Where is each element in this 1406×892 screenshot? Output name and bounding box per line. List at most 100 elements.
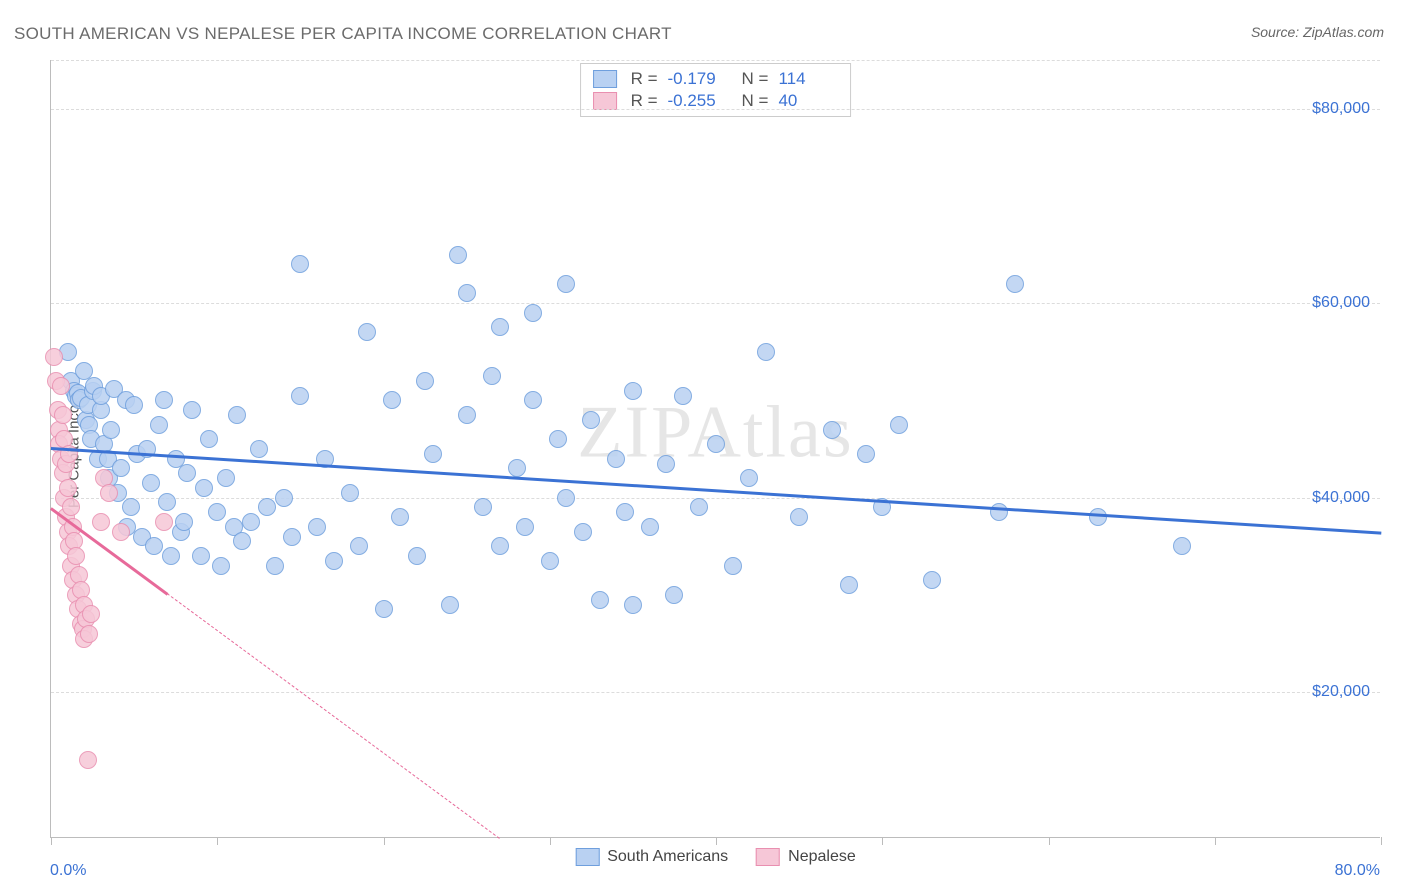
scatter-marker [508, 459, 526, 477]
scatter-marker [557, 275, 575, 293]
x-axis-min-label: 0.0% [50, 862, 86, 880]
scatter-marker [491, 537, 509, 555]
scatter-marker [890, 416, 908, 434]
scatter-marker [383, 391, 401, 409]
scatter-marker [200, 430, 218, 448]
scatter-marker [62, 498, 80, 516]
scatter-marker [82, 605, 100, 623]
scatter-marker [158, 493, 176, 511]
y-tick-label: $20,000 [1312, 683, 1370, 701]
scatter-marker [266, 557, 284, 575]
scatter-marker [112, 459, 130, 477]
scatter-marker [283, 528, 301, 546]
scatter-marker [375, 600, 393, 618]
scatter-marker [840, 576, 858, 594]
scatter-marker [178, 464, 196, 482]
scatter-marker [59, 479, 77, 497]
scatter-marker [325, 552, 343, 570]
scatter-marker [458, 406, 476, 424]
scatter-marker [549, 430, 567, 448]
r-value-series1: -0.179 [668, 69, 728, 89]
scatter-marker [1173, 537, 1191, 555]
scatter-marker [582, 411, 600, 429]
legend-label-series1: South Americans [607, 848, 728, 866]
scatter-marker [574, 523, 592, 541]
scatter-marker [142, 474, 160, 492]
scatter-marker [275, 489, 293, 507]
scatter-marker [665, 586, 683, 604]
scatter-marker [408, 547, 426, 565]
scatter-marker [491, 318, 509, 336]
legend-swatch-series1 [575, 848, 599, 866]
scatter-marker [707, 435, 725, 453]
legend-label-series2: Nepalese [788, 848, 856, 866]
scatter-marker [458, 284, 476, 302]
scatter-marker [674, 387, 692, 405]
scatter-marker [790, 508, 808, 526]
scatter-marker [195, 479, 213, 497]
scatter-marker [416, 372, 434, 390]
scatter-marker [350, 537, 368, 555]
legend-swatch-series2 [756, 848, 780, 866]
n-value-series1: 114 [778, 69, 838, 89]
scatter-marker [724, 557, 742, 575]
scatter-marker [641, 518, 659, 536]
scatter-marker [308, 518, 326, 536]
scatter-marker [175, 513, 193, 531]
legend-item-series1: South Americans [575, 848, 728, 866]
scatter-marker [557, 489, 575, 507]
scatter-marker [233, 532, 251, 550]
scatter-marker [740, 469, 758, 487]
scatter-marker [258, 498, 276, 516]
scatter-marker [79, 751, 97, 769]
scatter-marker [424, 445, 442, 463]
scatter-marker [391, 508, 409, 526]
scatter-marker [54, 406, 72, 424]
bottom-legend: South Americans Nepalese [575, 848, 856, 866]
source-attribution: Source: ZipAtlas.com [1251, 24, 1384, 40]
scatter-marker [183, 401, 201, 419]
scatter-marker [92, 513, 110, 531]
swatch-series1 [593, 70, 617, 88]
scatter-marker [145, 537, 163, 555]
scatter-marker [341, 484, 359, 502]
y-tick-label: $60,000 [1312, 294, 1370, 312]
scatter-marker [102, 421, 120, 439]
scatter-marker [607, 450, 625, 468]
scatter-marker [125, 396, 143, 414]
scatter-marker [1006, 275, 1024, 293]
scatter-marker [155, 513, 173, 531]
scatter-marker [857, 445, 875, 463]
y-tick-label: $40,000 [1312, 489, 1370, 507]
scatter-marker [162, 547, 180, 565]
scatter-marker [250, 440, 268, 458]
scatter-marker [67, 547, 85, 565]
scatter-marker [616, 503, 634, 521]
legend-item-series2: Nepalese [756, 848, 856, 866]
scatter-marker [80, 625, 98, 643]
scatter-marker [524, 391, 542, 409]
scatter-marker [624, 596, 642, 614]
y-tick-label: $80,000 [1312, 100, 1370, 118]
n-label: N = [742, 69, 769, 89]
scatter-marker [690, 498, 708, 516]
scatter-marker [212, 557, 230, 575]
r-label: R = [631, 69, 658, 89]
scatter-marker [122, 498, 140, 516]
scatter-marker [217, 469, 235, 487]
scatter-marker [208, 503, 226, 521]
scatter-marker [192, 547, 210, 565]
chart-container: SOUTH AMERICAN VS NEPALESE PER CAPITA IN… [0, 0, 1406, 892]
scatter-marker [591, 591, 609, 609]
scatter-marker [516, 518, 534, 536]
scatter-marker [242, 513, 260, 531]
chart-title: SOUTH AMERICAN VS NEPALESE PER CAPITA IN… [14, 24, 672, 44]
swatch-series2 [593, 92, 617, 110]
plot-area: ZIPAtlas R = -0.179 N = 114 R = -0.255 N… [50, 60, 1380, 838]
scatter-marker [923, 571, 941, 589]
scatter-marker [112, 523, 130, 541]
scatter-marker [52, 377, 70, 395]
scatter-marker [657, 455, 675, 473]
scatter-marker [291, 255, 309, 273]
scatter-marker [441, 596, 459, 614]
